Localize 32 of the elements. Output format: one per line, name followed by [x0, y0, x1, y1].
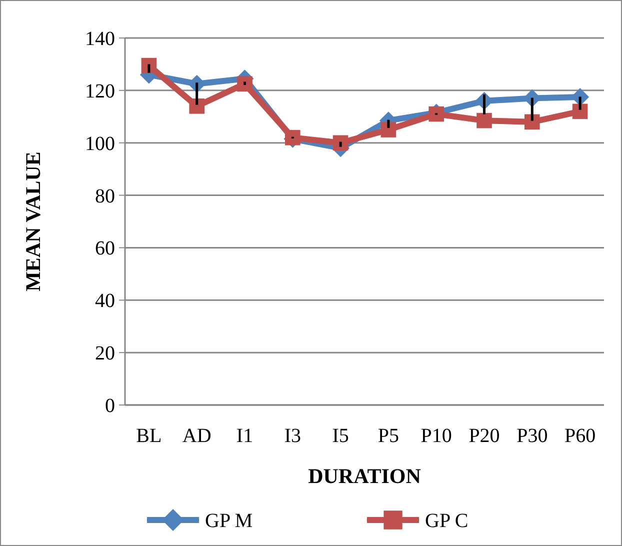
point — [237, 76, 252, 92]
point — [141, 58, 157, 74]
legend-label: GP M — [205, 510, 253, 532]
y-axis-title: MEAN VALUE — [21, 152, 45, 292]
point — [380, 122, 396, 138]
x-tick-label: I1 — [236, 425, 254, 447]
x-tick-label: P60 — [564, 425, 596, 447]
x-tick-label: AD — [182, 425, 212, 447]
y-tick-label: 80 — [95, 185, 115, 208]
y-tick-label: 140 — [85, 28, 115, 50]
x-tick-label: P30 — [516, 425, 548, 447]
point — [476, 112, 492, 128]
y-tick-label: 60 — [95, 238, 115, 260]
point — [524, 114, 540, 130]
y-tick-label: 100 — [85, 132, 115, 155]
point — [189, 98, 204, 114]
point — [572, 104, 588, 120]
y-tick-label: 20 — [95, 342, 115, 365]
x-axis-title: DURATION — [308, 464, 421, 488]
x-tick-label: I3 — [284, 425, 301, 447]
x-tick-label: P20 — [468, 425, 500, 447]
y-tick-label: 120 — [85, 80, 115, 102]
y-tick-label: 40 — [95, 290, 115, 312]
x-tick-label: P10 — [420, 425, 452, 447]
point — [332, 135, 348, 151]
legend-label: GP C — [425, 510, 468, 532]
point — [285, 130, 300, 146]
point — [428, 106, 444, 122]
x-tick-label: BL — [136, 425, 162, 447]
x-tick-label: P5 — [378, 425, 400, 447]
y-tick-label: 0 — [105, 395, 115, 417]
x-tick-label: I5 — [332, 425, 349, 447]
